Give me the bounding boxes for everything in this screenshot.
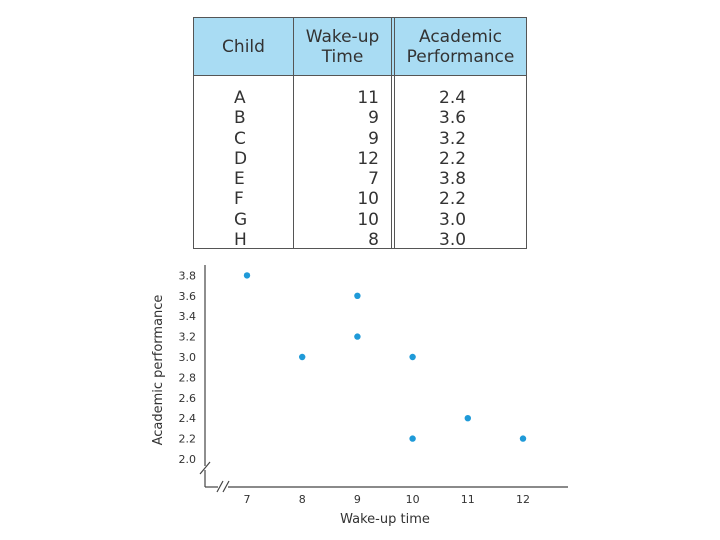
table-cell-performance: 3.2: [439, 128, 467, 149]
x-tick-label: 10: [406, 493, 420, 506]
table-header-row: [194, 18, 526, 76]
y-tick-labels: 2.0 2.2 2.4 2.6 2.8 3.0 3.2 3.4 3.6 3.8: [179, 269, 197, 466]
y-tick-label: 3.2: [179, 331, 197, 344]
data-point-a: [464, 415, 471, 422]
x-tick-labels: 7 8 9 10 11 12: [244, 493, 531, 506]
x-tick-label: 11: [461, 493, 475, 506]
header-wake-up-time: Wake-up Time: [305, 26, 380, 67]
x-tick-label: 12: [516, 493, 530, 506]
data-points: [243, 272, 527, 442]
table-cell-performance: 2.2: [439, 148, 467, 169]
table-cell-performance: 3.0: [439, 230, 467, 251]
data-point-g: [409, 353, 416, 361]
table-cell-wake-up-time: 11: [357, 88, 379, 108]
y-tick-label: 3.6: [179, 290, 197, 303]
y-tick-label: 2.2: [179, 433, 197, 446]
table-cell-child: A: [234, 88, 246, 108]
data-point-c: [354, 333, 361, 340]
table-cell-wake-up-time: 12: [357, 148, 379, 169]
y-tick-label: 3.8: [179, 269, 197, 282]
table-cell-child: E: [234, 169, 245, 190]
column-divider: [293, 18, 294, 248]
table-cell-wake-up-time: 8: [368, 230, 379, 251]
data-point-d: [519, 435, 527, 442]
y-axis-title: Academic performance: [151, 295, 166, 446]
y-tick-label: 2.4: [179, 412, 197, 425]
axes: [199, 265, 568, 493]
data-table: Child Wake-up Time Academic Performance …: [193, 17, 527, 250]
y-tick-label: 2.6: [179, 392, 197, 405]
x-tick-label: 9: [354, 493, 361, 506]
x-tick-label: 7: [244, 493, 251, 506]
table-cell-wake-up-time: 10: [357, 209, 379, 230]
y-tick-label: 2.0: [179, 453, 197, 466]
data-point-f: [409, 435, 416, 442]
table-cell-wake-up-time: 10: [357, 189, 379, 210]
table-cell-wake-up-time: 9: [368, 108, 379, 129]
table-cell-performance: 2.2: [439, 189, 467, 210]
table-cell-performance: 3.6: [439, 108, 467, 129]
x-axis-break: [216, 480, 230, 493]
y-tick-label: 3.4: [179, 310, 197, 323]
performance-column: 2.4 3.6 3.2 2.2 3.8 2.2 3.0 3.0: [439, 88, 489, 250]
table-cell-child: G: [234, 209, 248, 230]
table-cell-wake-up-time: 7: [368, 169, 379, 190]
table-cell-child: F: [234, 189, 244, 210]
table-cell-child: C: [234, 128, 246, 149]
table-cell-child: B: [234, 108, 246, 129]
wake-up-time-column: 11 9 9 12 7 10 10 8: [319, 88, 379, 250]
x-axis-title: Wake-up time: [340, 512, 430, 527]
y-axis-break: [199, 461, 211, 475]
y-tick-label: 2.8: [179, 371, 197, 384]
data-point-b: [354, 292, 361, 299]
table-cell-performance: 3.0: [439, 209, 467, 230]
header-child: Child: [222, 36, 265, 57]
table-cell-performance: 2.4: [439, 88, 467, 108]
table-cell-wake-up-time: 9: [368, 128, 379, 149]
data-point-e: [243, 272, 251, 279]
data-point-h: [299, 353, 306, 361]
table-cell-performance: 3.8: [439, 169, 467, 190]
column-divider-double: [391, 18, 395, 248]
header-academic-performance: Academic Performance: [406, 26, 515, 67]
table-cell-child: H: [234, 230, 247, 251]
y-tick-label: 3.0: [179, 351, 197, 364]
x-tick-label: 8: [299, 493, 306, 506]
table-cell-child: D: [234, 148, 248, 169]
